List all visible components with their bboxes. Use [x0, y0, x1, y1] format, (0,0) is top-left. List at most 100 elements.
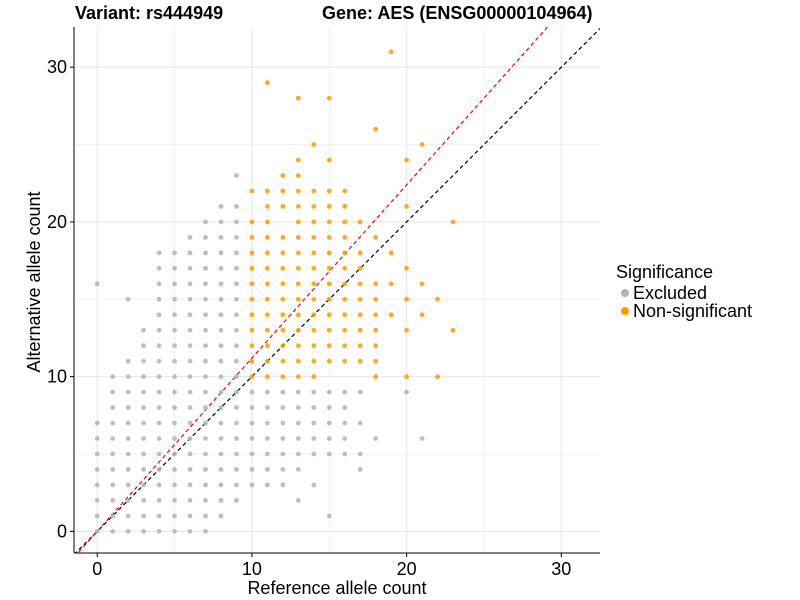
point-excluded [280, 420, 286, 426]
point-excluded [110, 374, 116, 380]
point-excluded [234, 312, 239, 318]
point-excluded [141, 467, 147, 472]
point-excluded [156, 436, 162, 441]
point-non-significant [388, 281, 394, 287]
point-excluded [249, 405, 255, 410]
point-excluded [172, 296, 177, 302]
point-excluded [172, 482, 177, 488]
point-excluded [203, 343, 208, 349]
point-excluded [234, 436, 239, 441]
point-non-significant [280, 265, 286, 271]
point-excluded [203, 389, 208, 395]
point-non-significant [373, 235, 379, 240]
point-excluded [280, 451, 286, 457]
point-non-significant [404, 296, 410, 302]
point-excluded [187, 265, 193, 271]
point-excluded [419, 436, 425, 441]
point-excluded [172, 420, 177, 426]
y-tick-label: 30 [47, 57, 67, 77]
point-excluded [342, 389, 348, 395]
point-excluded [203, 374, 208, 380]
point-excluded [156, 420, 162, 426]
point-excluded [218, 358, 224, 364]
point-excluded [218, 343, 224, 349]
point-excluded [203, 436, 208, 441]
point-non-significant [295, 250, 301, 256]
point-excluded [156, 528, 162, 534]
point-excluded [172, 312, 177, 318]
point-non-significant [326, 204, 332, 209]
point-excluded [187, 358, 193, 364]
point-non-significant [280, 374, 286, 380]
point-excluded [249, 436, 255, 441]
point-excluded [187, 528, 193, 534]
point-non-significant [295, 188, 301, 194]
point-excluded [295, 451, 301, 457]
point-excluded [203, 312, 208, 318]
point-excluded [110, 420, 116, 426]
point-non-significant [295, 327, 301, 333]
point-excluded [94, 281, 100, 287]
point-excluded [203, 405, 208, 410]
point-excluded [187, 451, 193, 457]
point-excluded [203, 250, 208, 256]
point-excluded [234, 358, 239, 364]
point-non-significant [295, 219, 301, 225]
point-excluded [141, 374, 147, 380]
point-excluded [110, 389, 116, 395]
point-excluded [234, 343, 239, 349]
point-excluded [249, 420, 255, 426]
point-non-significant [264, 204, 270, 209]
point-excluded [234, 281, 239, 287]
point-non-significant [311, 142, 317, 147]
point-excluded [125, 389, 131, 395]
point-excluded [156, 358, 162, 364]
point-excluded [218, 405, 224, 410]
point-excluded [218, 451, 224, 457]
point-non-significant [357, 312, 363, 318]
point-excluded [342, 405, 348, 410]
point-excluded [141, 358, 147, 364]
point-excluded [125, 374, 131, 380]
point-non-significant [342, 204, 348, 209]
point-non-significant [326, 358, 332, 364]
point-excluded [311, 420, 317, 426]
point-non-significant [450, 219, 456, 225]
point-excluded [156, 374, 162, 380]
point-excluded [203, 358, 208, 364]
point-excluded [187, 296, 193, 302]
point-excluded [172, 281, 177, 287]
point-non-significant [373, 327, 379, 333]
point-non-significant [264, 219, 270, 225]
point-non-significant [264, 250, 270, 256]
point-non-significant [311, 296, 317, 302]
point-non-significant [326, 235, 332, 240]
point-excluded [357, 451, 363, 457]
point-excluded [234, 173, 239, 178]
point-excluded [295, 389, 301, 395]
point-excluded [141, 420, 147, 426]
point-non-significant [373, 358, 379, 364]
point-non-significant [311, 235, 317, 240]
point-non-significant [280, 204, 286, 209]
point-non-significant [295, 204, 301, 209]
point-excluded [326, 389, 332, 395]
point-excluded [110, 436, 116, 441]
point-excluded [326, 436, 332, 441]
point-excluded [125, 296, 131, 302]
legend-label-non-significant: Non-significant [633, 300, 753, 321]
point-excluded [156, 513, 162, 519]
point-non-significant [249, 343, 255, 349]
point-excluded [94, 482, 100, 488]
legend-dot-excluded [621, 289, 629, 297]
point-excluded [203, 498, 208, 503]
point-excluded [311, 436, 317, 441]
point-non-significant [373, 343, 379, 349]
point-excluded [249, 451, 255, 457]
point-non-significant [357, 296, 363, 302]
point-excluded [234, 374, 239, 380]
point-non-significant [295, 312, 301, 318]
point-excluded [172, 343, 177, 349]
point-excluded [295, 498, 301, 503]
point-excluded [187, 436, 193, 441]
